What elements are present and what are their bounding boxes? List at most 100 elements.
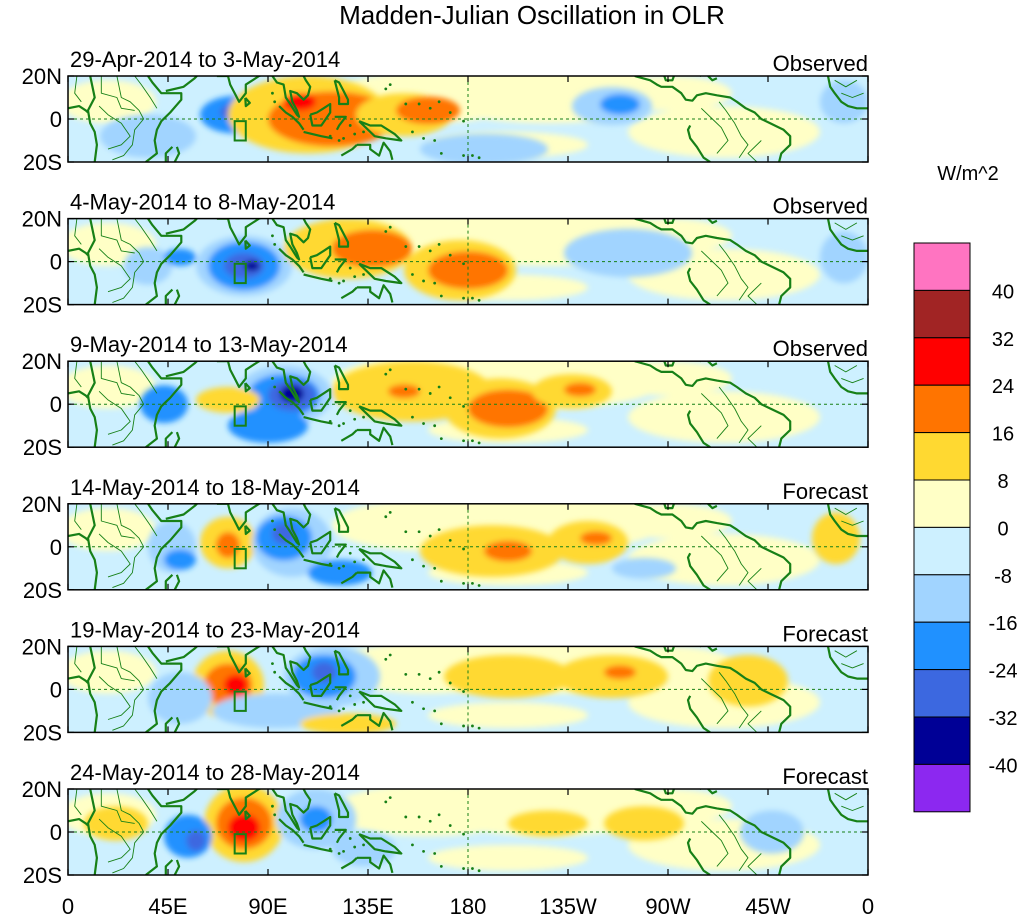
- coastline: [145, 218, 183, 305]
- colorbar-label: 40: [992, 281, 1014, 303]
- country-border: [718, 244, 749, 301]
- island: [348, 551, 352, 555]
- island: [462, 154, 465, 157]
- coastline: [165, 76, 198, 93]
- reference-box: [233, 547, 247, 570]
- coastline: [358, 262, 403, 285]
- island: [417, 530, 421, 534]
- anomaly-blob: [580, 531, 612, 546]
- country-border: [98, 390, 131, 435]
- lat-label: 20N: [22, 64, 62, 89]
- country-border: [834, 79, 858, 88]
- coastline: [826, 646, 868, 680]
- lat-label: 0: [50, 820, 62, 845]
- island: [362, 273, 365, 276]
- reference-box: [233, 262, 247, 285]
- coastline: [686, 124, 711, 162]
- coastline: [173, 859, 181, 875]
- figure-title: Madden-Julian Oscillation in OLR: [339, 0, 725, 30]
- island: [384, 515, 388, 519]
- colorbar-label: -16: [989, 613, 1018, 635]
- island: [428, 249, 432, 253]
- anomaly-blob: [508, 810, 588, 837]
- coastline: [663, 76, 676, 82]
- island: [471, 581, 474, 585]
- olr-anomaly-field: [68, 646, 868, 733]
- anomaly-blob: [612, 557, 676, 579]
- coastlines: [68, 361, 868, 448]
- island: [462, 439, 465, 443]
- coastlines: [68, 218, 868, 305]
- country-border: [700, 107, 729, 154]
- coastline: [303, 701, 333, 710]
- coastline: [356, 284, 394, 303]
- island: [348, 409, 352, 413]
- country-border: [841, 377, 864, 384]
- island: [348, 694, 352, 698]
- colorbar-swatch: [913, 337, 971, 386]
- anomaly-blob: [332, 832, 396, 867]
- coastline: [634, 646, 792, 733]
- island: [404, 387, 408, 391]
- coastline: [334, 258, 347, 273]
- colorbar-swatch: [913, 289, 971, 339]
- island: [477, 298, 481, 302]
- coastline: [68, 104, 89, 114]
- coastline: [309, 388, 332, 412]
- island: [462, 404, 465, 408]
- island: [417, 815, 421, 819]
- country-border: [747, 567, 762, 590]
- island: [428, 392, 432, 395]
- island: [273, 528, 277, 531]
- anomaly-blob: [820, 80, 868, 124]
- island: [448, 681, 452, 685]
- lon-label: 90E: [248, 894, 287, 919]
- country-border: [100, 503, 135, 539]
- island: [404, 245, 408, 248]
- coastline: [309, 673, 332, 698]
- country-border: [74, 503, 82, 530]
- island: [362, 130, 365, 134]
- coastline: [216, 361, 263, 389]
- island: [271, 662, 274, 665]
- panel-date-range: 29-Apr-2014 to 3-May-2014: [70, 47, 340, 72]
- country-border: [74, 218, 82, 245]
- country-border: [98, 248, 131, 293]
- coastline: [86, 646, 99, 733]
- country-border: [700, 535, 729, 582]
- island: [477, 156, 481, 160]
- coastline: [68, 247, 89, 256]
- country-border: [100, 789, 135, 824]
- island: [433, 709, 437, 713]
- lat-label: 20N: [22, 207, 62, 232]
- island: [448, 111, 452, 114]
- colorbar-swatch: [913, 242, 971, 291]
- island: [348, 266, 352, 270]
- lon-label: 45E: [148, 894, 187, 919]
- island: [437, 813, 441, 817]
- colorbar-label: 32: [992, 329, 1014, 351]
- reference-box: [233, 833, 247, 855]
- colorbar-swatch: [913, 384, 971, 434]
- lat-label: 20S: [23, 150, 62, 175]
- island: [342, 564, 345, 568]
- coastline: [271, 76, 312, 118]
- coastline: [707, 503, 718, 510]
- coastline: [358, 833, 403, 855]
- anomaly-blob: [332, 229, 412, 268]
- colorbar-label: -32: [989, 708, 1018, 730]
- field-blobs: [100, 76, 868, 162]
- country-border: [112, 646, 145, 731]
- olr-anomaly-field: [68, 789, 868, 875]
- island: [342, 279, 345, 283]
- coastline: [686, 695, 711, 733]
- island: [437, 670, 441, 674]
- colorbar-swatch: [913, 526, 971, 576]
- coastline: [173, 574, 181, 590]
- country-border: [134, 646, 158, 679]
- coastline: [634, 361, 792, 448]
- coastline: [826, 789, 868, 823]
- island: [471, 439, 474, 443]
- lat-label: 20N: [22, 777, 62, 802]
- island: [411, 700, 414, 704]
